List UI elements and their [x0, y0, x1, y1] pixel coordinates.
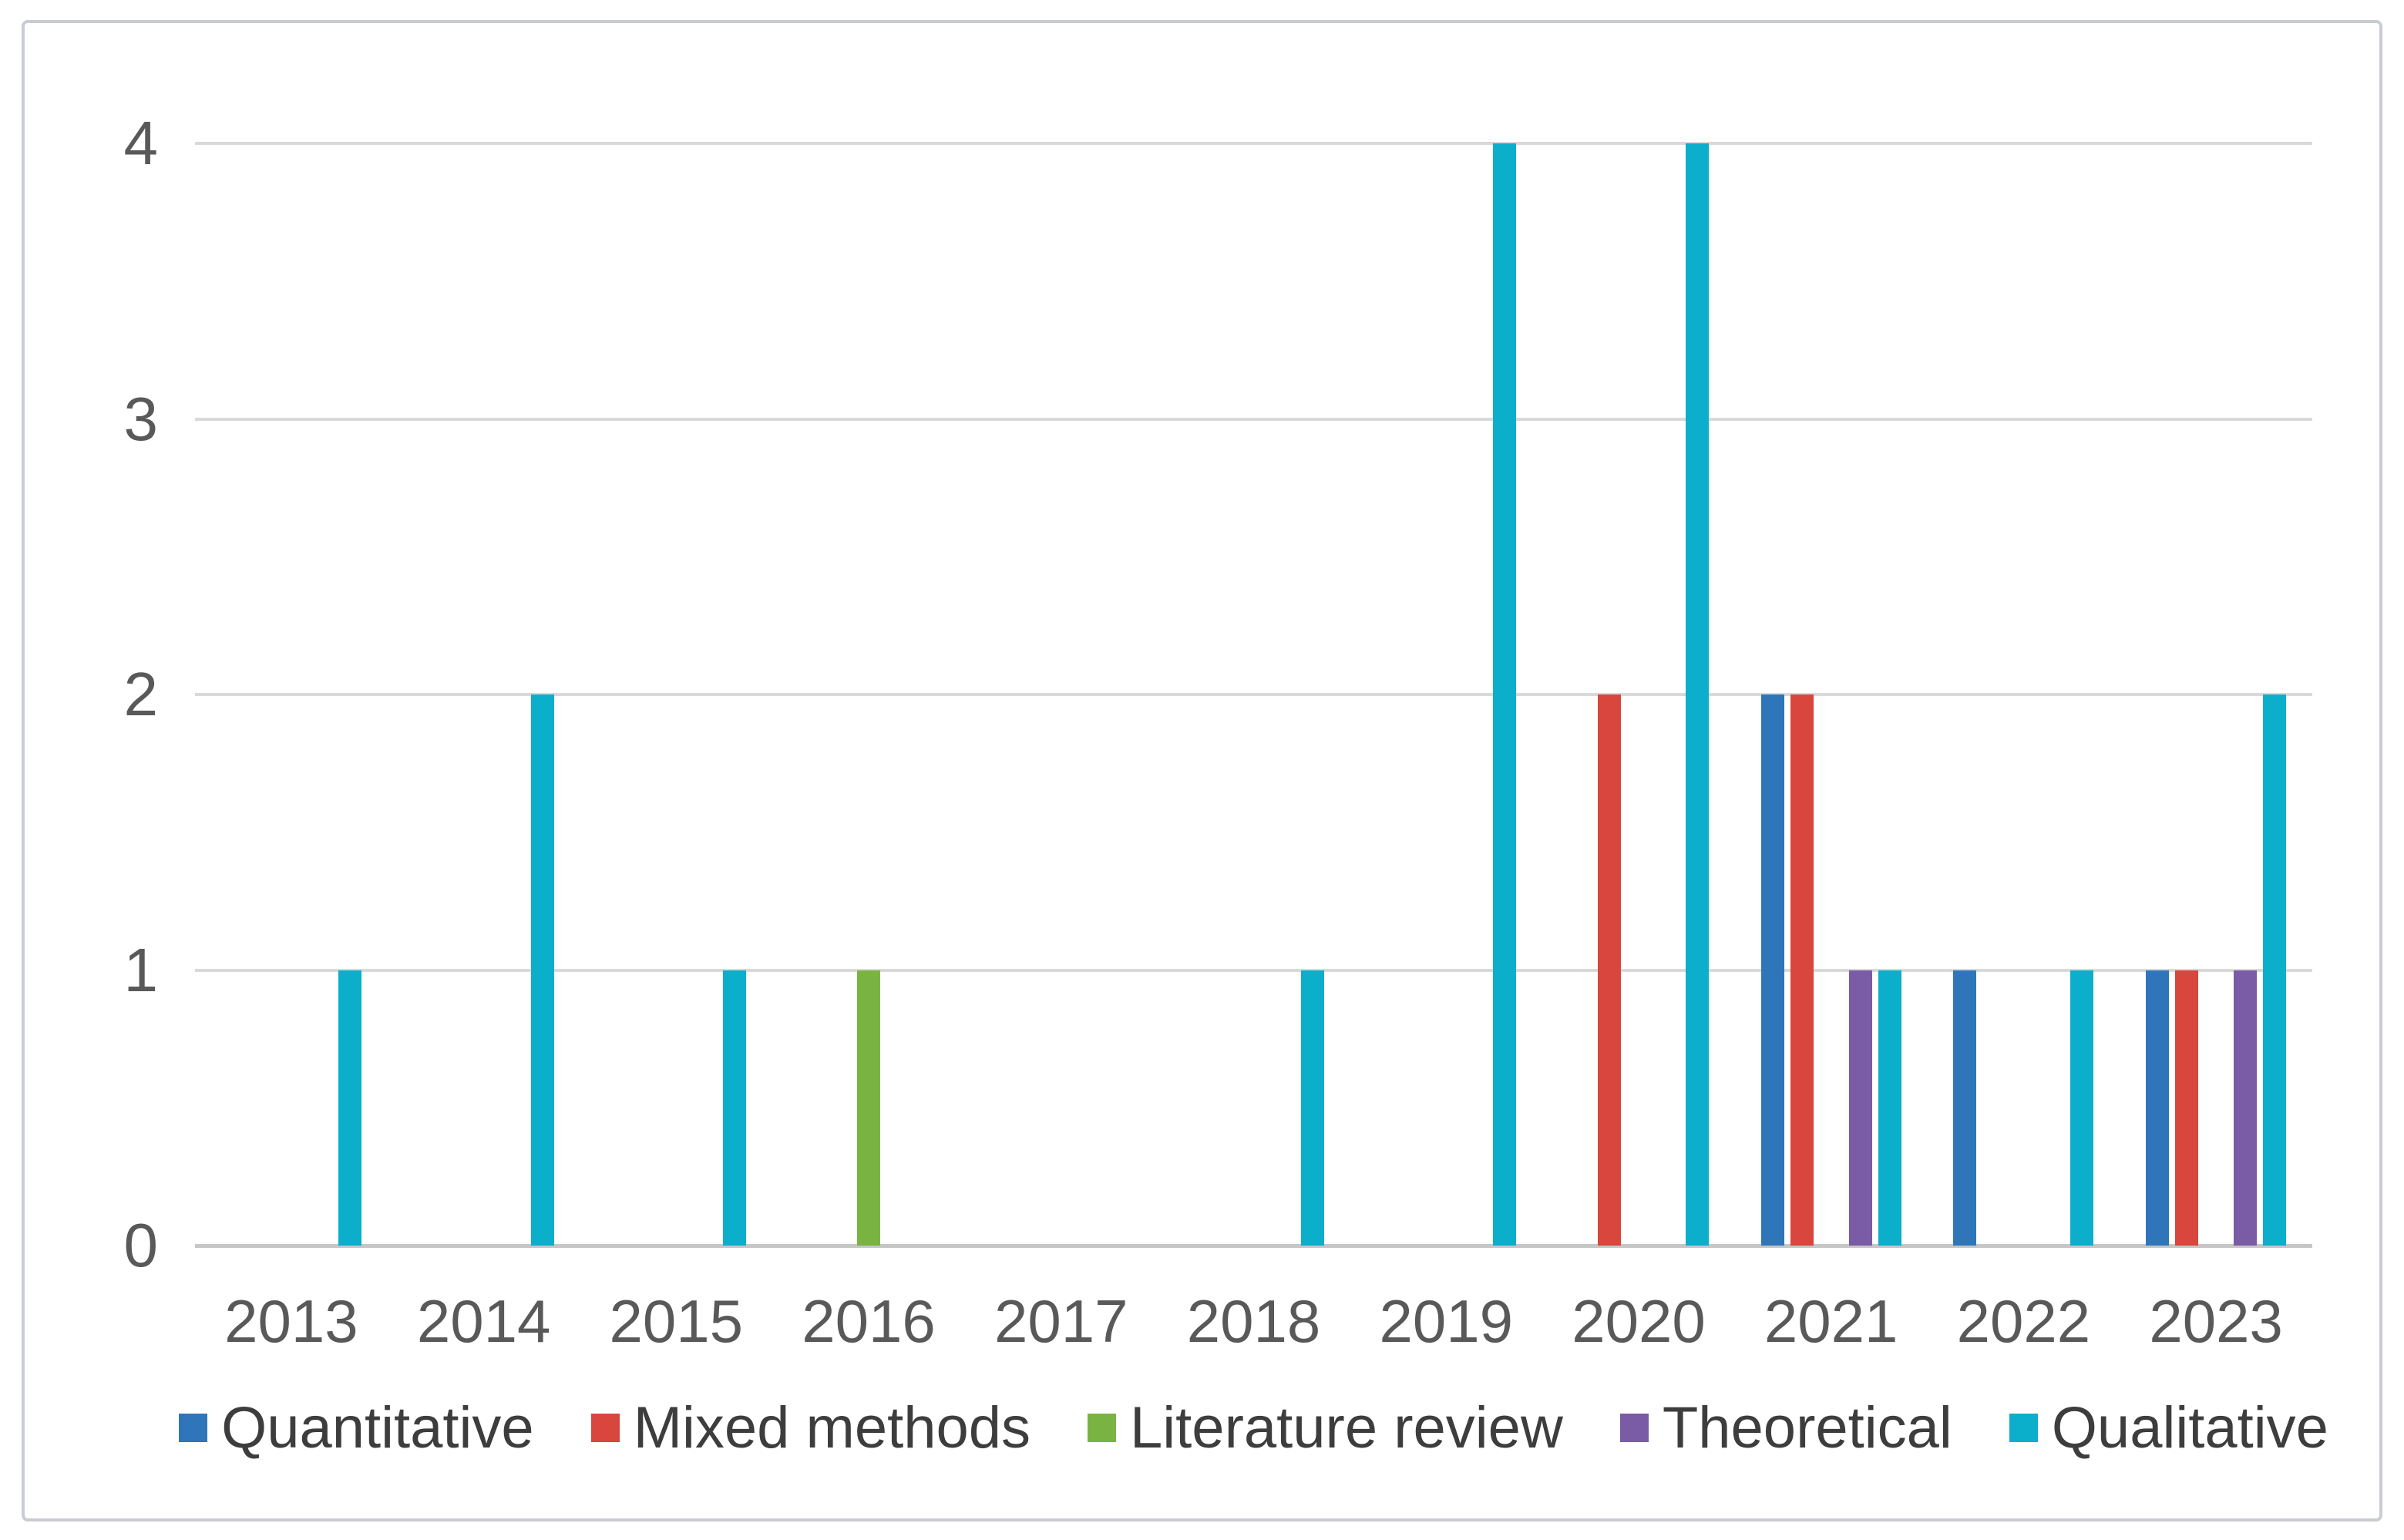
bar-qualitative-2013 — [338, 970, 361, 1246]
legend-label: Literature review — [1130, 1394, 1563, 1461]
legend-swatch-icon — [1088, 1414, 1117, 1442]
bar-theoretical-2023 — [2234, 970, 2258, 1246]
legend-swatch-icon — [2009, 1414, 2038, 1442]
x-tick-label-2015: 2015 — [609, 1287, 744, 1355]
legend-swatch-icon — [590, 1414, 620, 1442]
legend: Quantitative Mixed methods Literature revi… — [179, 1387, 2328, 1468]
bar-quantitative-2021 — [1760, 694, 1784, 1246]
x-tick-label-2013: 2013 — [224, 1287, 358, 1355]
x-tick-label-2016: 2016 — [802, 1287, 936, 1355]
x-tick-label-2020: 2020 — [1572, 1287, 1706, 1355]
y-tick-label-3: 3 — [123, 384, 159, 453]
bar-quantitative-2023 — [2146, 970, 2170, 1246]
bar-quantitative-2022 — [1953, 970, 1977, 1246]
legend-item-quantitative: Quantitative — [179, 1394, 534, 1463]
bar-mixed-methods-2023 — [2175, 970, 2199, 1246]
gridline-y-4 — [195, 142, 2312, 145]
bar-mixed-methods-2020 — [1597, 694, 1621, 1246]
x-tick-label-2023: 2023 — [2149, 1287, 2283, 1355]
legend-swatch-icon — [1619, 1414, 1649, 1442]
x-tick-label-2018: 2018 — [1186, 1287, 1321, 1355]
legend-item-mixed-methods: Mixed methods — [590, 1394, 1031, 1463]
gridline-y-2 — [195, 693, 2312, 696]
legend-swatch-icon — [179, 1414, 208, 1442]
figure-frame — [22, 20, 2382, 1522]
x-tick-label-2017: 2017 — [994, 1287, 1128, 1355]
y-tick-label-2: 2 — [123, 660, 159, 728]
legend-item-literature-review: Literature review — [1088, 1394, 1563, 1463]
y-tick-label-1: 1 — [123, 935, 159, 1004]
bar-qualitative-2015 — [723, 970, 747, 1246]
x-tick-label-2021: 2021 — [1763, 1287, 1898, 1355]
y-tick-label-0: 0 — [123, 1211, 159, 1279]
legend-label: Mixed methods — [633, 1394, 1031, 1461]
gridline-y-0 — [195, 1243, 2312, 1248]
bar-qualitative-2014 — [530, 694, 554, 1246]
bar-literature-review-2016 — [857, 970, 881, 1246]
legend-label: Quantitative — [221, 1394, 534, 1461]
bar-mixed-methods-2021 — [1790, 694, 1814, 1246]
x-tick-label-2019: 2019 — [1379, 1287, 1513, 1355]
bar-qualitative-2019 — [1493, 143, 1517, 1246]
gridline-y-3 — [195, 417, 2312, 421]
gridline-y-1 — [195, 968, 2312, 972]
x-tick-label-2014: 2014 — [416, 1287, 551, 1355]
bar-qualitative-2020 — [1685, 143, 1709, 1246]
bar-qualitative-2022 — [2070, 970, 2094, 1246]
plot-area — [195, 142, 2312, 1248]
bar-theoretical-2021 — [1848, 970, 1872, 1246]
bar-qualitative-2018 — [1300, 970, 1324, 1246]
legend-label: Qualitative — [2051, 1394, 2328, 1461]
bar-qualitative-2021 — [1878, 970, 1901, 1246]
legend-item-qualitative: Qualitative — [2009, 1394, 2328, 1463]
legend-label: Theoretical — [1662, 1394, 1952, 1461]
legend-item-theoretical: Theoretical — [1619, 1394, 1952, 1463]
x-tick-label-2022: 2022 — [1956, 1287, 2091, 1355]
y-tick-label-4: 4 — [123, 109, 159, 177]
bar-qualitative-2023 — [2263, 694, 2287, 1246]
